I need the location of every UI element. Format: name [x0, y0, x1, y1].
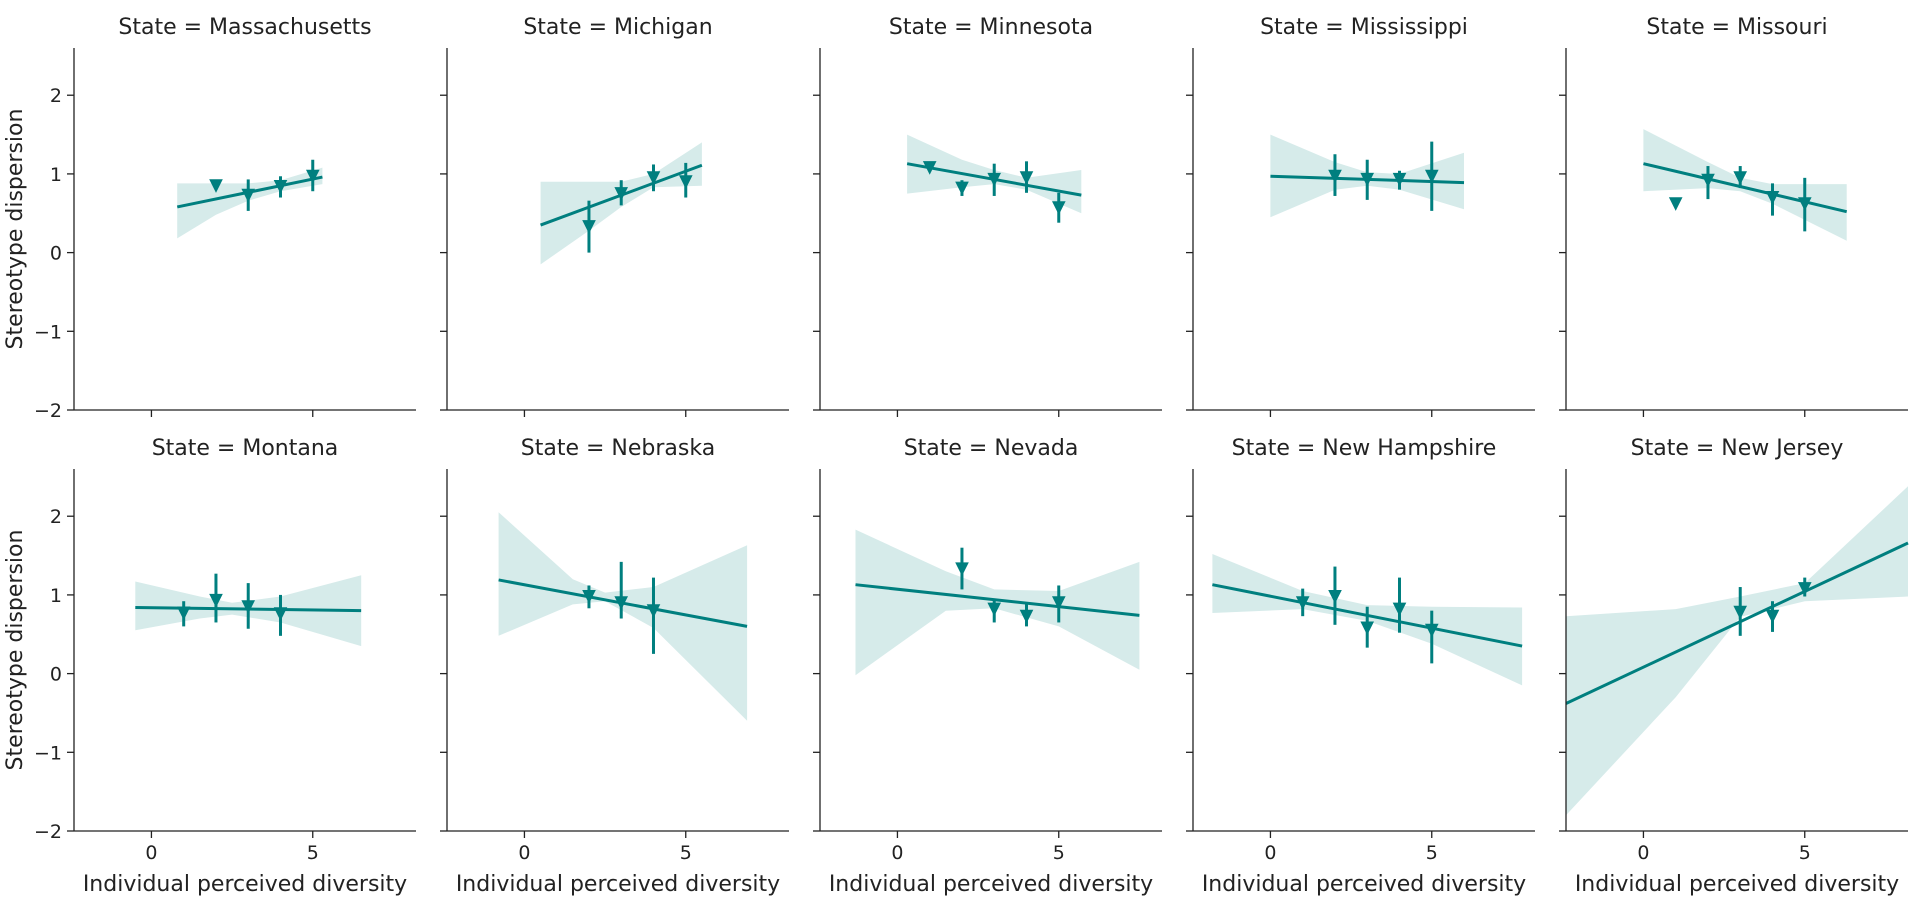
data-point	[209, 593, 223, 608]
x-axis-label: Individual perceived diversity	[829, 872, 1153, 897]
data-point	[1424, 169, 1439, 184]
data-point	[1797, 197, 1812, 211]
data-point	[987, 602, 1002, 617]
data-point	[582, 590, 596, 604]
data-point	[1424, 623, 1439, 638]
data-point	[1797, 582, 1812, 596]
facet-panel: State = Minnesota	[813, 15, 1162, 417]
facet-panel: State = New Hampshire 0 5 Individual percei…	[1186, 436, 1535, 897]
y-tick-label: 0	[50, 664, 62, 686]
facet-panel: State = Montana 2 1 0 −1 −2 0 5 Individual perce…	[3, 436, 416, 897]
data-point	[922, 161, 937, 175]
x-tick-label: 5	[307, 842, 319, 864]
y-tick-label: −1	[34, 742, 62, 764]
data-point	[1019, 171, 1034, 185]
x-tick-label: 5	[1426, 842, 1438, 864]
panel-title: State = Mississippi	[1260, 15, 1468, 40]
panel-title: State = Michigan	[523, 15, 712, 40]
data-point	[987, 172, 1002, 187]
data-point	[1328, 169, 1342, 184]
y-tick-label: 2	[50, 506, 62, 528]
facet-panel: State = New Jersey 0 5 Individual perceived…	[1559, 436, 1909, 897]
x-axis-label: Individual perceived diversity	[1202, 872, 1526, 897]
x-tick-label: 5	[1053, 842, 1065, 864]
x-tick-label: 0	[891, 842, 903, 864]
facet-panels: State = Massachusetts 2 1 0 −1 −2 Stereotype d…	[3, 15, 1909, 897]
confidence-band	[1566, 486, 1908, 816]
facet-panel: State = Michigan	[440, 15, 789, 417]
panel-title: State = Nevada	[904, 436, 1079, 461]
confidence-band	[855, 529, 1140, 676]
data-point	[305, 169, 320, 184]
data-point	[273, 607, 288, 621]
panel-title: State = Missouri	[1646, 15, 1827, 40]
x-tick-label: 0	[1264, 842, 1276, 864]
y-tick-label: −2	[34, 400, 62, 422]
data-point	[273, 180, 288, 194]
regression-line	[855, 583, 1140, 617]
facet-panel: State = Nebraska 0 5 Individual perceived d…	[440, 436, 789, 897]
data-point	[614, 187, 629, 201]
data-point	[955, 181, 969, 196]
data-point	[241, 188, 256, 203]
panel-title: State = New Hampshire	[1232, 436, 1497, 461]
x-tick-label: 0	[518, 842, 530, 864]
panel-title: State = New Jersey	[1631, 436, 1844, 461]
data-point	[678, 175, 693, 189]
data-point	[1360, 621, 1375, 636]
data-point	[1392, 172, 1407, 187]
regression-line	[1643, 162, 1848, 214]
facet-panel: State = Massachusetts 2 1 0 −1 −2 Stereotype d…	[3, 15, 416, 422]
y-tick-label: 1	[50, 164, 62, 186]
y-tick-label: −2	[34, 821, 62, 843]
data-point	[1019, 609, 1034, 624]
facet-panel: State = Nevada 0 5 Individual perceived div…	[813, 436, 1162, 897]
data-point	[1360, 172, 1375, 187]
data-point	[1051, 201, 1066, 215]
x-axis-label: Individual perceived diversity	[83, 872, 407, 897]
data-point	[1765, 191, 1780, 205]
data-point	[241, 600, 256, 614]
panel-title: State = Massachusetts	[118, 15, 371, 40]
x-axis-label: Individual perceived diversity	[456, 872, 780, 897]
data-point	[1051, 596, 1066, 610]
data-point	[176, 606, 191, 621]
data-point	[1765, 609, 1780, 624]
data-point	[646, 171, 661, 185]
data-point	[955, 562, 969, 577]
confidence-band	[498, 512, 748, 721]
confidence-band	[1643, 129, 1847, 241]
y-axis-label: Stereotype dispersion	[3, 109, 28, 350]
y-tick-label: 0	[50, 243, 62, 265]
data-point	[1701, 173, 1715, 188]
data-point	[582, 220, 596, 234]
data-point	[1668, 197, 1683, 211]
x-tick-label: 0	[145, 842, 157, 864]
data-point	[1328, 590, 1342, 604]
panel-title: State = Minnesota	[889, 15, 1093, 40]
y-tick-label: 2	[50, 85, 62, 107]
x-tick-label: 5	[680, 842, 692, 864]
regression-line	[1565, 541, 1909, 705]
y-tick-label: −1	[34, 321, 62, 343]
data-point	[1733, 605, 1748, 620]
x-tick-label: 0	[1637, 842, 1649, 864]
data-point	[1733, 171, 1748, 185]
data-point	[646, 604, 661, 618]
y-axis-label: Stereotype dispersion	[3, 530, 28, 771]
facet-panel: State = Mississippi	[1186, 15, 1535, 417]
y-tick-label: 1	[50, 585, 62, 607]
panel-title: State = Nebraska	[521, 436, 715, 461]
data-point	[209, 179, 223, 193]
x-axis-label: Individual perceived diversity	[1575, 872, 1899, 897]
panel-title: State = Montana	[152, 436, 339, 461]
data-point	[614, 596, 629, 610]
data-point	[1295, 596, 1310, 610]
x-tick-label: 5	[1799, 842, 1811, 864]
facet-panel: State = Missouri	[1559, 15, 1908, 417]
data-point	[1392, 602, 1407, 617]
